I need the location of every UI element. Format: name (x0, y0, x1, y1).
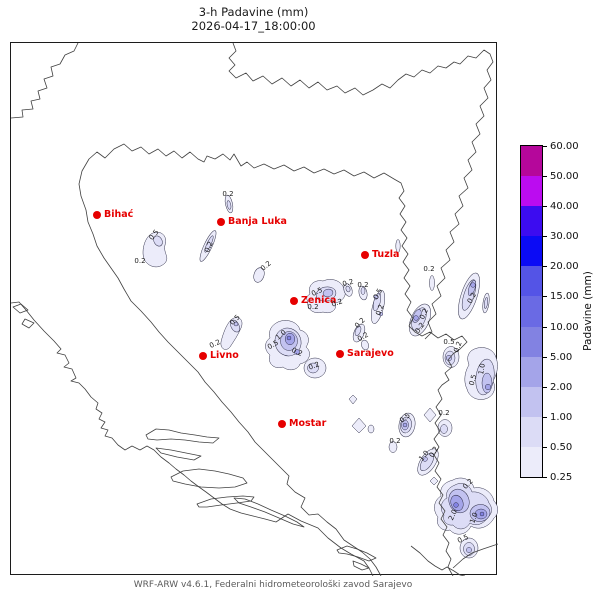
colorbar-tick-mark (543, 446, 547, 448)
colorbar-tick-mark (543, 146, 547, 147)
contour-value-label: 0.2 (134, 257, 146, 265)
contour-value-label: 0.2 (357, 281, 369, 289)
colorbar-tick-label: 0.50 (550, 441, 573, 453)
title-line2: 2026-04-17_18:00:00 (191, 19, 316, 33)
colorbar-segment (521, 296, 542, 328)
city-dot-icon (361, 251, 369, 259)
colorbar-segment (521, 356, 542, 388)
colorbar-tick-mark (543, 326, 547, 328)
colorbar-tick-label: 50.00 (550, 171, 579, 183)
colorbar-tick-mark (543, 266, 547, 268)
footer-credit: WRF-ARW v4.6.1, Federalni hidrometeorolo… (133, 580, 413, 590)
map-graphics (11, 43, 498, 576)
title-line1: 3-h Padavine (mm) (198, 5, 309, 19)
map-panel: Bihać Banja Luka Tuzla Zenica Livno Sarajevo M… (10, 42, 498, 576)
colorbar-tick-mark (543, 236, 547, 238)
colorbar-tick-mark (543, 296, 547, 298)
city-label: Livno (210, 350, 239, 361)
colorbar-tick-label: 10.00 (550, 321, 579, 333)
contour-value-label: 0.2 (438, 409, 450, 417)
figure-title: 3-h Padavine (mm) 2026-04-17_18:00:00 (10, 5, 497, 33)
colorbar-segment (521, 416, 542, 448)
colorbar-segment (521, 146, 542, 177)
colorbar-tick-label: 0.25 (550, 472, 573, 483)
colorbar-segment (521, 446, 542, 478)
colorbar-segment (521, 266, 542, 297)
colorbar-tick-mark (543, 356, 547, 358)
colorbar-tick-label: 2.00 (550, 381, 573, 393)
precipitation-contours (142, 194, 498, 559)
colorbar-tick-mark (543, 386, 547, 388)
colorbar-tick-label: 30.00 (550, 231, 579, 243)
city-dot-icon (93, 211, 101, 219)
colorbar-segment (521, 386, 542, 418)
city-label: Mostar (289, 418, 327, 429)
colorbar-tick-label: 15.00 (550, 291, 579, 303)
colorbar-segment (521, 236, 542, 267)
colorbar-segment (521, 206, 542, 237)
colorbar-tick-label: 5.00 (550, 351, 573, 363)
colorbar-tick-mark (543, 206, 547, 208)
city-dot-icon (217, 218, 225, 226)
colorbar-tick-mark (543, 176, 547, 178)
city-dot-icon (290, 297, 298, 305)
city-label: Bihać (104, 209, 134, 220)
colorbar-segment (521, 326, 542, 358)
city-dot-icon (199, 352, 207, 360)
colorbar-tick-mark (543, 477, 547, 478)
contour-value-label: 0.5 (443, 338, 455, 346)
city-dot-icon (278, 420, 286, 428)
border-lines (11, 43, 494, 576)
colorbar-tick-label: 1.00 (550, 411, 573, 423)
colorbar-segment (521, 176, 542, 207)
city-label: Tuzla (372, 249, 400, 260)
city-label: Zenica (301, 295, 337, 306)
colorbar-tick-label: 20.00 (550, 261, 579, 273)
city-label: Sarajevo (347, 348, 394, 359)
contour-value-label: 0.2 (389, 437, 401, 445)
coastline (11, 301, 498, 576)
colorbar-tick-label: 40.00 (550, 201, 579, 213)
contour-value-label: 0.2 (423, 265, 435, 273)
city-label: Banja Luka (228, 216, 287, 227)
colorbar-axis-label: Padavine (mm) (582, 271, 594, 351)
colorbar-tick-mark (543, 416, 547, 418)
colorbar-tick-label: 60.00 (550, 141, 579, 152)
colorbar (520, 145, 543, 478)
contour-value-label: 0.2 (307, 303, 319, 311)
contour-value-label: 0.2 (222, 190, 234, 198)
city-dot-icon (336, 350, 344, 358)
